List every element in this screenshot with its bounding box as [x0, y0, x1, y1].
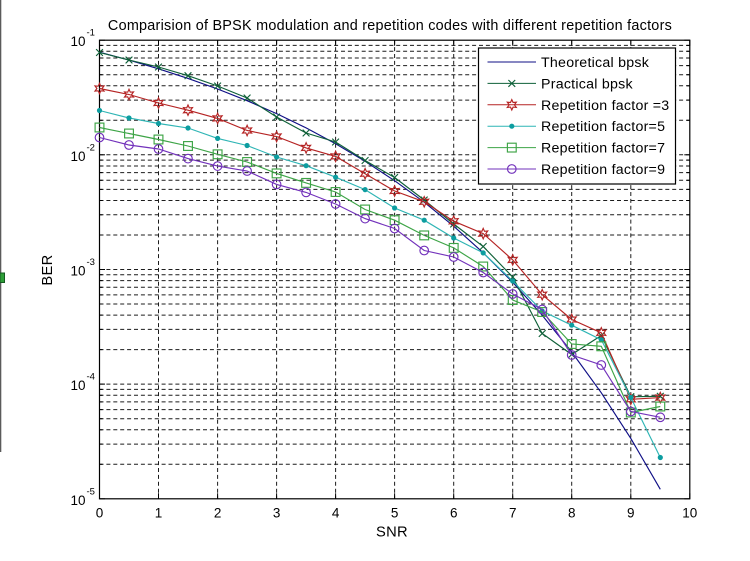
svg-text:Practical bpsk: Practical bpsk [541, 76, 633, 92]
svg-text:-5: -5 [87, 486, 95, 497]
svg-text:SNR: SNR [376, 525, 408, 541]
svg-text:Comparision of BPSK modulation: Comparision of BPSK modulation and repet… [108, 18, 672, 34]
svg-text:8: 8 [568, 506, 576, 521]
svg-text:10: 10 [70, 34, 85, 49]
svg-text:Theoretical bpsk: Theoretical bpsk [541, 55, 650, 71]
svg-text:Repetition factor =3: Repetition factor =3 [541, 98, 669, 114]
svg-text:7: 7 [509, 506, 517, 521]
svg-text:-2: -2 [87, 142, 95, 153]
svg-text:6: 6 [450, 506, 458, 521]
svg-text:10: 10 [70, 493, 85, 508]
svg-text:10: 10 [70, 149, 85, 164]
svg-text:Repetition factor=7: Repetition factor=7 [541, 141, 665, 157]
svg-text:-4: -4 [87, 372, 95, 383]
svg-text:Repetition factor=5: Repetition factor=5 [541, 119, 665, 135]
svg-text:10: 10 [682, 506, 697, 521]
svg-text:10: 10 [70, 264, 85, 279]
svg-text:-3: -3 [87, 257, 95, 268]
svg-text:2: 2 [214, 506, 222, 521]
svg-text:5: 5 [391, 506, 399, 521]
svg-text:10: 10 [70, 378, 85, 393]
svg-text:BER: BER [40, 254, 56, 285]
svg-text:1: 1 [155, 506, 163, 521]
svg-text:0: 0 [96, 506, 104, 521]
svg-text:3: 3 [273, 506, 281, 521]
svg-text:4: 4 [332, 506, 340, 521]
svg-text:Repetition factor=9: Repetition factor=9 [541, 162, 665, 178]
svg-text:-1: -1 [87, 28, 95, 39]
svg-text:9: 9 [627, 506, 635, 521]
